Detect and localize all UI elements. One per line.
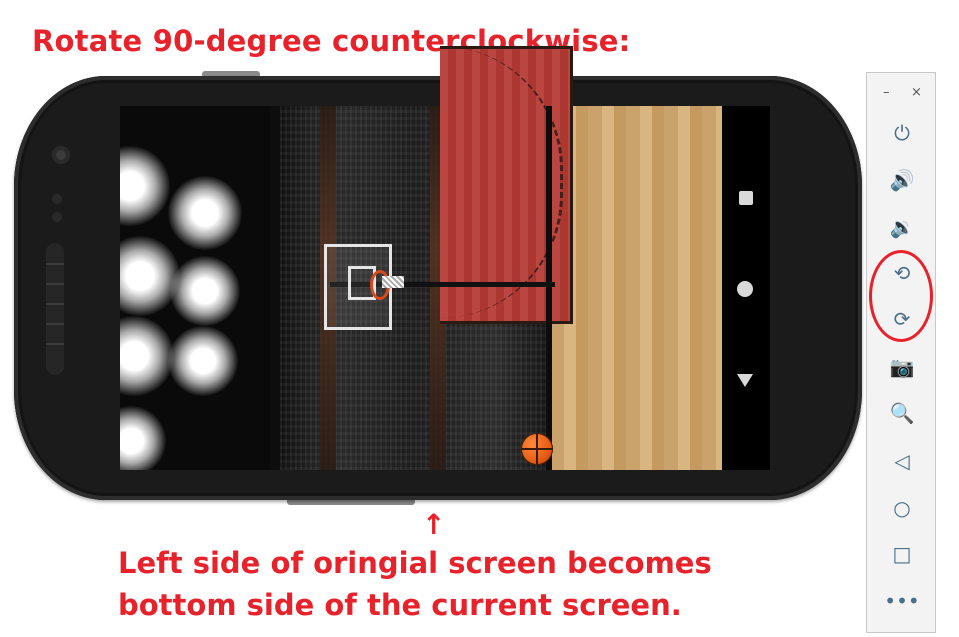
phone-screen[interactable] bbox=[120, 106, 722, 470]
close-button[interactable]: × bbox=[911, 85, 922, 100]
sensor-dot bbox=[52, 194, 62, 204]
zoom-icon[interactable]: 🔍 bbox=[889, 401, 915, 425]
hoop-net bbox=[382, 276, 404, 288]
earpiece-speaker bbox=[46, 243, 64, 375]
home-icon[interactable]: ○ bbox=[893, 496, 911, 520]
up-arrow-icon: ↑ bbox=[422, 508, 446, 541]
minimize-button[interactable]: – bbox=[883, 85, 890, 100]
front-camera-icon bbox=[52, 146, 70, 164]
phone-side-button bbox=[202, 71, 260, 78]
basketball[interactable] bbox=[521, 433, 553, 465]
back-icon[interactable]: ◁ bbox=[894, 449, 910, 473]
annotation-line-2: bottom side of the current screen. bbox=[118, 588, 682, 622]
overview-icon[interactable]: □ bbox=[892, 542, 912, 566]
hoop-arm bbox=[330, 282, 555, 287]
more-icon[interactable]: ••• bbox=[884, 589, 920, 613]
phone-volume-rocker bbox=[287, 497, 415, 505]
emulator-toolbar: – × ⏻ 🔊 🔉 ⟲ ⟳ 📷 🔍 ◁ ○ □ ••• bbox=[866, 72, 936, 633]
highlight-oval bbox=[869, 250, 933, 342]
recent-apps-button[interactable] bbox=[739, 191, 753, 205]
sensor-dot bbox=[52, 212, 62, 222]
camera-icon[interactable]: 📷 bbox=[889, 355, 915, 379]
home-button[interactable] bbox=[737, 281, 753, 297]
volume-down-icon[interactable]: 🔉 bbox=[889, 215, 915, 239]
arena-lights bbox=[120, 106, 270, 470]
back-button[interactable] bbox=[737, 374, 753, 387]
hoop-pole bbox=[546, 106, 552, 470]
three-point-arc bbox=[440, 46, 563, 318]
annotation-line-1: Left side of oringial screen becomes bbox=[118, 546, 712, 580]
power-icon[interactable]: ⏻ bbox=[894, 121, 910, 145]
court-floor bbox=[550, 106, 722, 470]
volume-up-icon[interactable]: 🔊 bbox=[889, 168, 915, 192]
